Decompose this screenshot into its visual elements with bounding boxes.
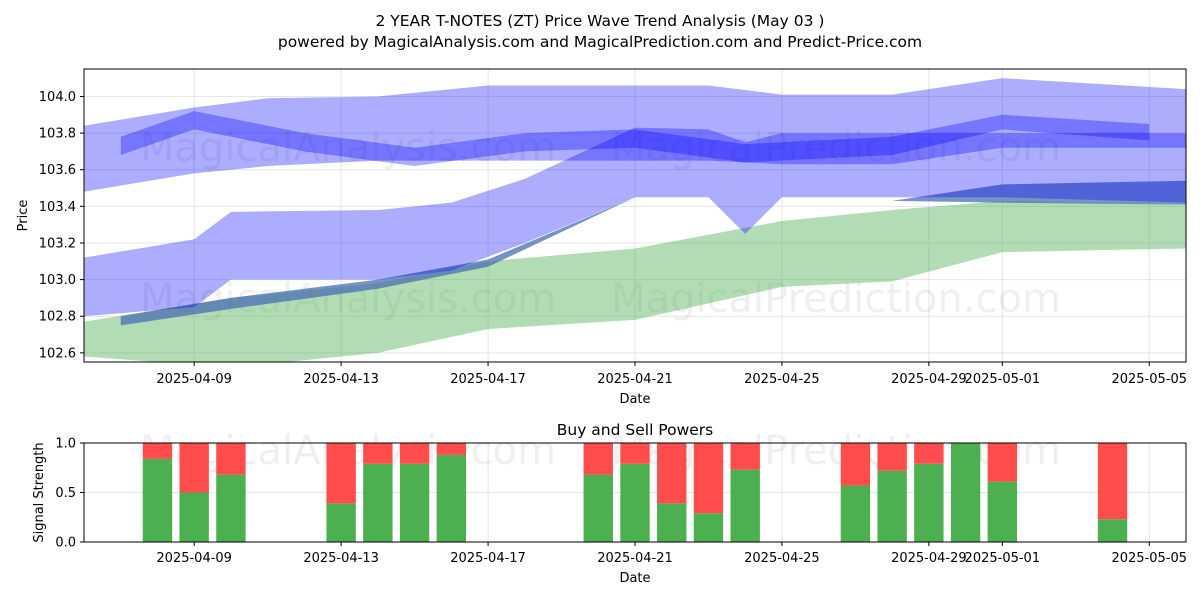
sell-bar: [987, 443, 1018, 482]
buy-bar: [583, 474, 613, 542]
price-band-0: [84, 200, 1186, 362]
buy-bar: [179, 492, 209, 542]
sell-bar: [693, 443, 724, 514]
sell-bar: [620, 443, 650, 464]
price-xtick-label: 2025-04-13: [303, 372, 379, 387]
chart-title: 2 YEAR T-NOTES (ZT) Price Wave Trend Ana…: [376, 12, 825, 30]
sell-bar: [363, 443, 393, 464]
price-ytick-label: 102.6: [39, 346, 76, 361]
price-xtick-label: 2025-04-29: [891, 372, 967, 387]
watermark-text: MagicalPrediction.com: [611, 125, 1061, 171]
sell-bar: [730, 443, 760, 470]
buy-bar: [950, 443, 981, 542]
power-ylabel: Signal Strength: [32, 442, 47, 542]
price-band-2: [84, 127, 1186, 317]
price-bands: [84, 78, 1186, 362]
sell-bar: [877, 443, 907, 471]
buy-bar: [436, 454, 467, 542]
price-ytick-label: 103.8: [39, 127, 76, 142]
price-xtick-label: 2025-05-01: [965, 372, 1041, 387]
watermark-text: MagicalAnalysis.com: [140, 125, 556, 171]
buy-bar: [987, 481, 1018, 542]
sell-bar: [326, 443, 356, 504]
price-xtick-label: 2025-05-05: [1111, 372, 1187, 387]
chart-subtitle: powered by MagicalAnalysis.com and Magic…: [278, 33, 922, 51]
sell-bar: [179, 443, 209, 493]
sell-bar: [142, 443, 173, 459]
power-xtick-label: 2025-04-09: [156, 551, 232, 566]
sell-bar: [399, 443, 430, 464]
sell-bar: [914, 443, 944, 464]
power-xtick-label: 2025-04-13: [303, 551, 379, 566]
sell-bar: [1097, 443, 1128, 520]
buy-bar: [363, 463, 393, 542]
power-ytick-label: 1.0: [55, 437, 76, 452]
price-ytick-label: 103.4: [39, 200, 76, 215]
power-xlabel: Date: [619, 571, 650, 586]
price-xtick-label: 2025-04-09: [156, 372, 232, 387]
power-ytick-label: 0.5: [55, 486, 76, 501]
price-band-4: [120, 111, 1150, 167]
price-panel: MagicalAnalysis.com MagicalPrediction.com…: [16, 68, 1187, 407]
price-xtick-label: 2025-04-17: [450, 372, 526, 387]
sell-bar: [840, 443, 871, 486]
power-title: Buy and Sell Powers: [557, 421, 714, 439]
power-xtick-label: 2025-05-05: [1111, 551, 1187, 566]
sell-bar: [436, 443, 467, 455]
buy-bar: [877, 470, 907, 542]
power-panel: MagicalAnalysis.comMagicalPrediction.com…: [32, 421, 1187, 586]
price-xtick-label: 2025-04-25: [744, 372, 820, 387]
sell-bar: [657, 443, 687, 504]
buy-bar: [693, 513, 724, 542]
power-xtick-label: 2025-04-21: [597, 551, 673, 566]
buy-bar: [1097, 519, 1128, 542]
buy-bar: [840, 485, 871, 542]
buy-bar: [216, 474, 246, 542]
price-band-1: [120, 180, 1186, 326]
power-ytick-label: 0.0: [55, 536, 76, 551]
price-ylabel: Price: [16, 200, 31, 232]
sell-bar: [583, 443, 613, 475]
watermark-text: MagicalPrediction.com: [611, 276, 1061, 322]
price-ytick-label: 103.6: [39, 163, 76, 178]
price-xtick-label: 2025-04-21: [597, 372, 673, 387]
price-xlabel: Date: [619, 392, 650, 407]
buy-bar: [657, 503, 687, 542]
buy-bar: [730, 469, 760, 542]
buy-bar: [326, 503, 356, 542]
price-ytick-label: 103.2: [39, 236, 76, 251]
price-ytick-label: 104.0: [39, 90, 76, 105]
power-xtick-label: 2025-05-01: [965, 551, 1041, 566]
sell-bar: [216, 443, 246, 475]
buy-bar: [620, 463, 650, 542]
price-band-3: [84, 78, 1186, 192]
power-xtick-label: 2025-04-29: [891, 551, 967, 566]
buy-bar: [399, 463, 430, 542]
price-ytick-label: 103.0: [39, 273, 76, 288]
buy-bar: [914, 463, 944, 542]
power-xtick-label: 2025-04-17: [450, 551, 526, 566]
buy-bar: [142, 458, 173, 542]
power-xtick-label: 2025-04-25: [744, 551, 820, 566]
price-ytick-label: 102.8: [39, 310, 76, 325]
